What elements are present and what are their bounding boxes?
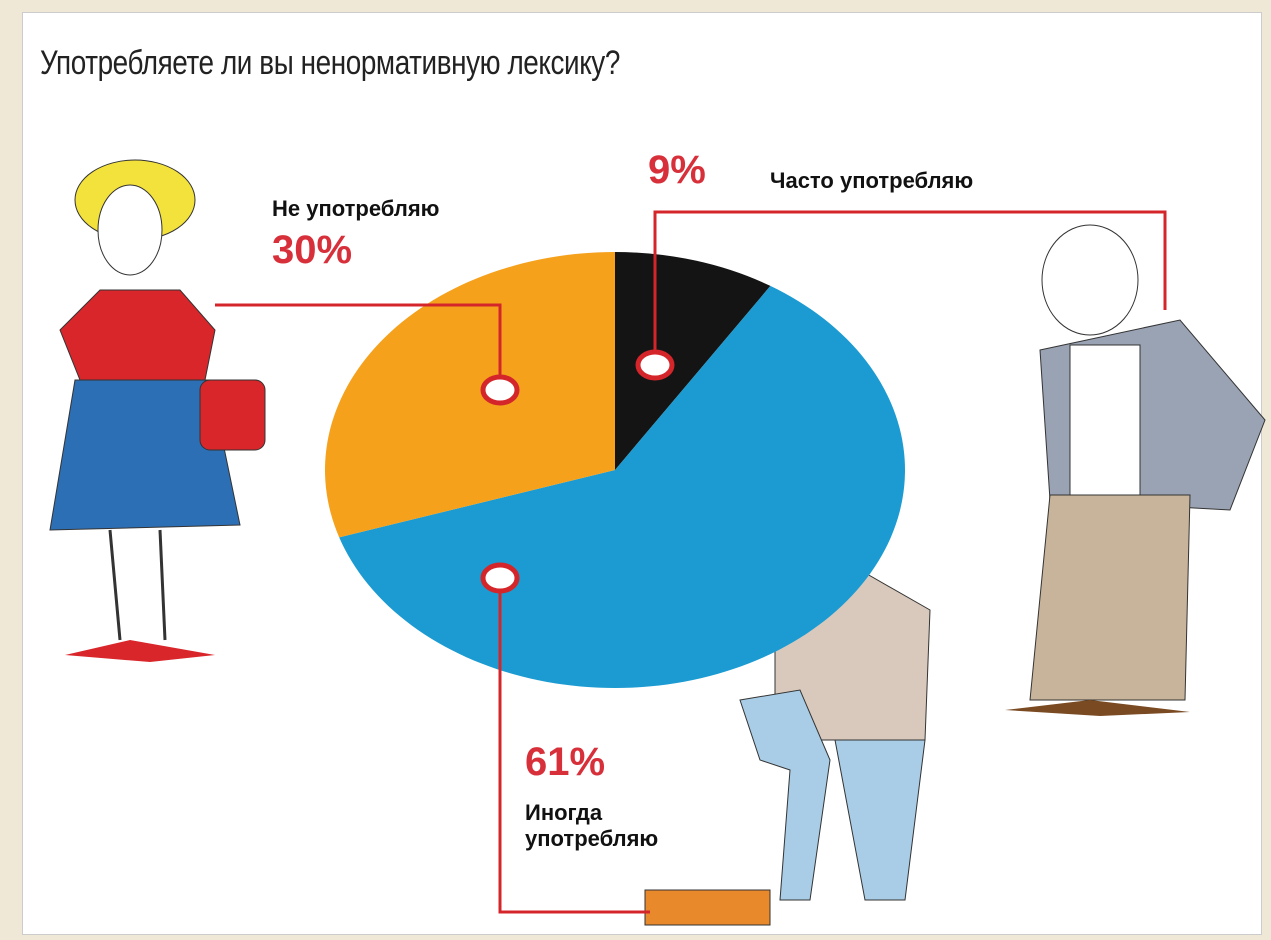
category-label: Не употребляю — [272, 196, 440, 221]
chart-title: Употребляете ли вы ненормативную лексику… — [40, 44, 620, 82]
category-label: Часто употребляю — [770, 168, 974, 193]
callouts — [215, 210, 1167, 914]
category-label: Иногда употребляю — [525, 800, 659, 851]
figure-man-right — [1005, 224, 1266, 716]
figure-woman — [49, 159, 266, 662]
value-label: 30% — [272, 228, 353, 272]
pie-slice — [339, 285, 906, 688]
callout-line — [498, 578, 650, 914]
callout-line — [653, 210, 1167, 365]
pie — [324, 252, 906, 688]
callout-marker — [635, 349, 675, 381]
value-label: 61% — [525, 740, 606, 784]
callout-marker — [480, 562, 520, 594]
pie-slice — [324, 252, 615, 538]
callout-line — [215, 303, 502, 390]
value-label: 9% — [648, 148, 706, 192]
callout-marker — [480, 374, 520, 406]
figure-man-center — [644, 467, 931, 926]
